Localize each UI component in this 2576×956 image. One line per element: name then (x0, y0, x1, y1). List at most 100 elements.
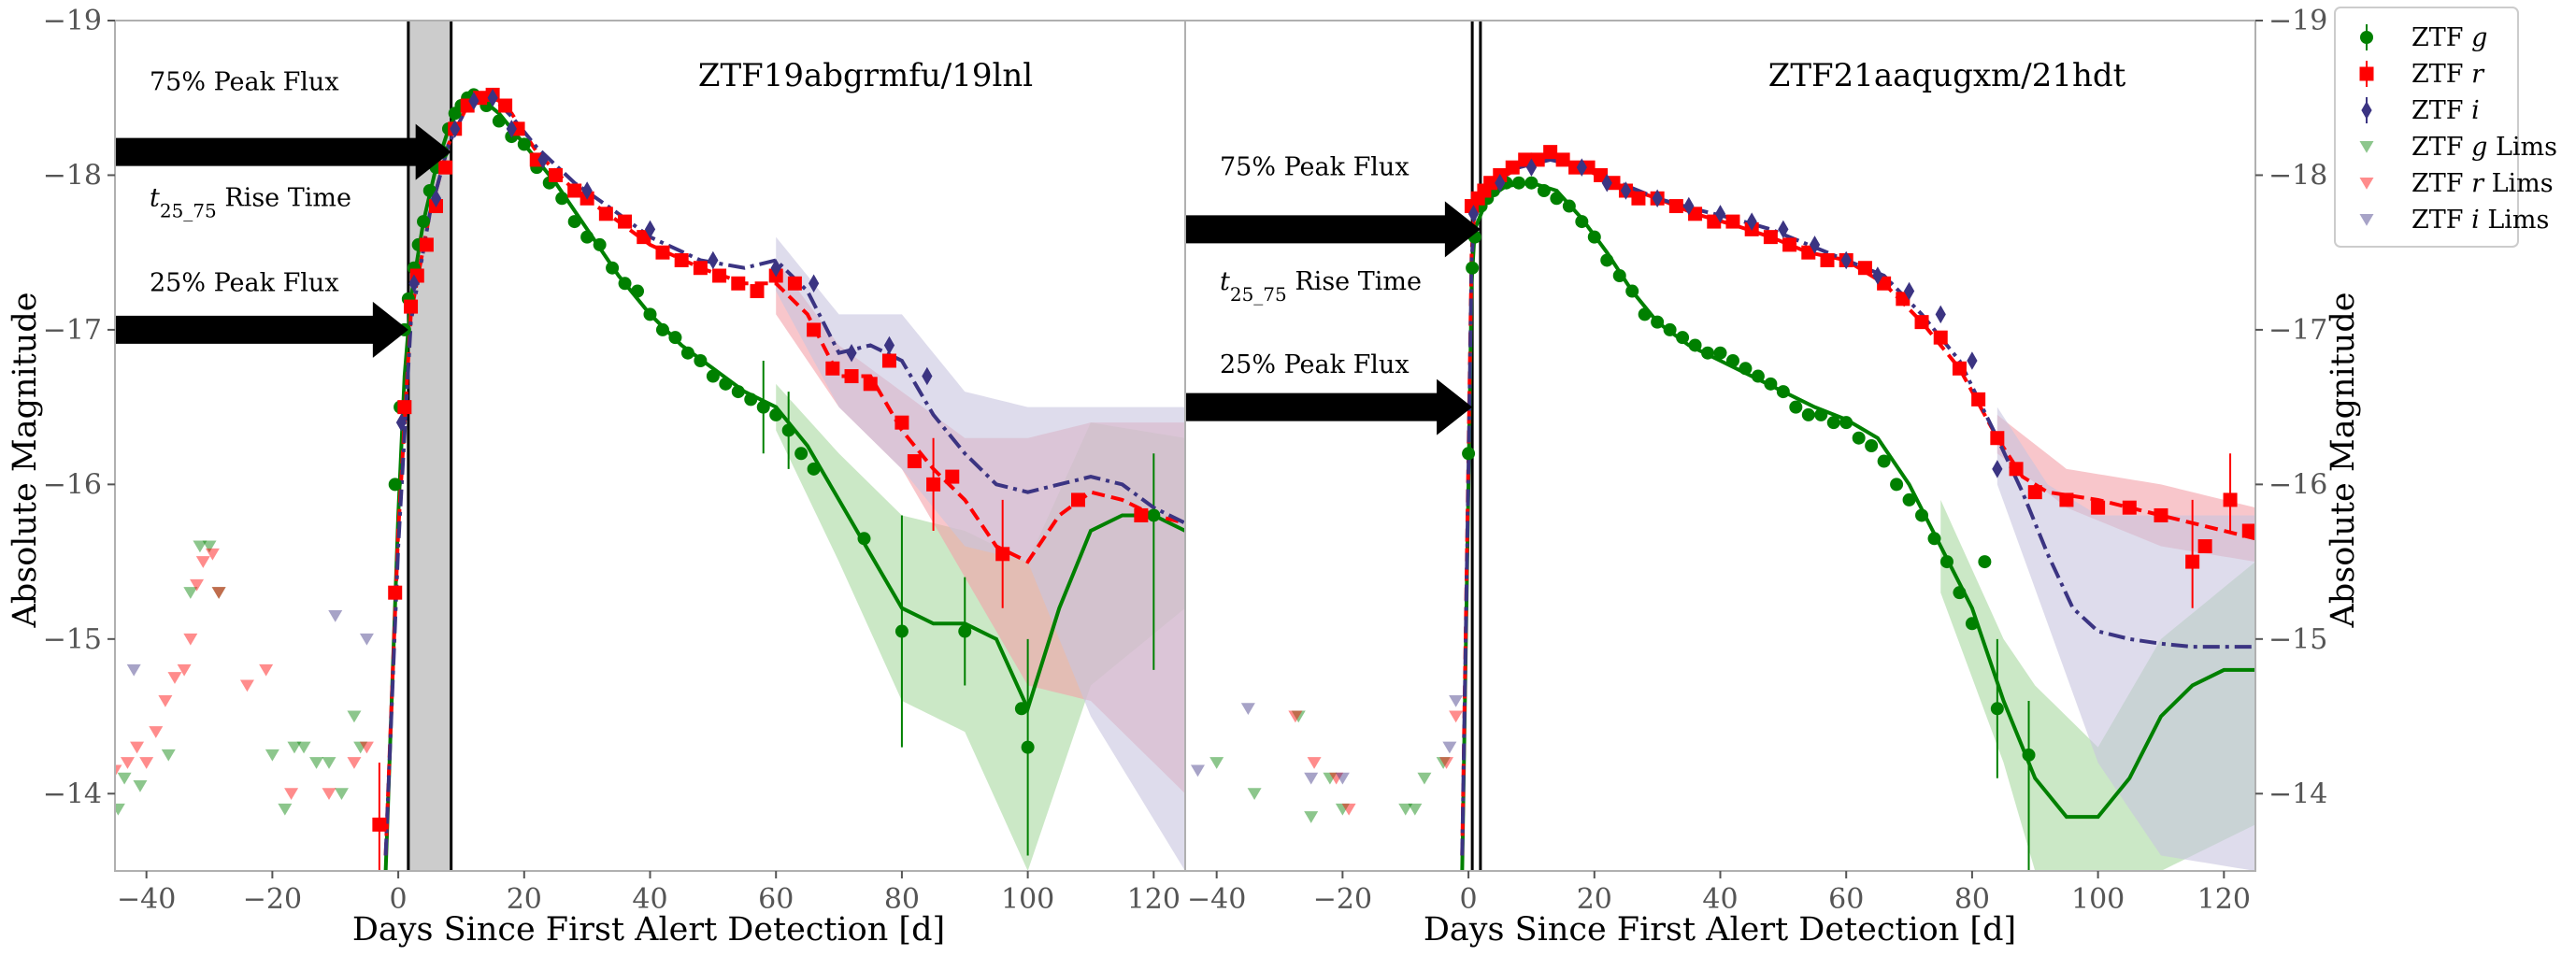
upper-limit-g (347, 710, 362, 723)
data-point-i (770, 258, 781, 278)
legend-marker-i (2361, 101, 2372, 120)
legend-label-prefix: ZTF (2411, 96, 2471, 125)
y-tick-label: −15 (43, 623, 102, 656)
legend-label: ZTF i (2411, 96, 2480, 125)
y-tick-label: −15 (2268, 623, 2327, 656)
upper-limit-r (1341, 803, 1356, 816)
data-point-g (1676, 331, 1690, 345)
legend-label-band: r (2471, 169, 2485, 198)
upper-limit-i (1335, 772, 1350, 785)
data-point-i (450, 120, 461, 138)
upper-limit-r (1329, 772, 1344, 785)
annotation-text: 75% Peak Flux (1220, 152, 1410, 181)
y-tick-label: −18 (43, 159, 102, 192)
data-point-i (468, 92, 479, 110)
legend-marker-r (2359, 66, 2374, 81)
data-point-r (2197, 539, 2212, 554)
data-point-r (388, 585, 403, 600)
data-point-r (1631, 191, 1646, 206)
data-point-r (1857, 261, 1872, 276)
data-point-r (2185, 554, 2200, 569)
data-point-r (1555, 152, 1570, 167)
legend-label-band: g (2471, 133, 2487, 162)
data-point-r (807, 322, 822, 337)
x-tick-label: 0 (390, 883, 408, 916)
data-point-i (537, 150, 549, 169)
data-point-r (995, 547, 1010, 562)
legend-label: ZTF r (2411, 60, 2485, 89)
data-point-r (618, 214, 633, 229)
data-point-i (1903, 281, 1915, 301)
data-point-i (1525, 158, 1538, 177)
upper-limit-r (322, 788, 336, 801)
data-point-g (1612, 269, 1626, 282)
x-tick-label: 120 (2197, 883, 2251, 916)
legend-label-suffix: Lims (2480, 206, 2550, 235)
annotation-text: t25_75 Rise Time (150, 184, 351, 222)
upper-limit-g (211, 587, 226, 599)
data-point-g (1466, 261, 1480, 275)
data-point-i (1746, 212, 1757, 231)
data-point-g (1764, 377, 1778, 391)
annotation-t: t (150, 184, 160, 213)
y-tick-label: −18 (2268, 159, 2327, 192)
data-point-g (1511, 176, 1525, 190)
upper-limit-r (149, 726, 164, 738)
panel-ztf21aaqugxm: 75% Peak Flux t25_75 Rise Time 25% Peak Fl… (1184, 5, 2327, 916)
data-point-i (1601, 173, 1612, 193)
data-point-r (1820, 252, 1835, 267)
data-point-i (1652, 189, 1663, 208)
data-point-r (1543, 145, 1558, 160)
panel-title-left: ZTF19abgrmfu/19lnl (698, 57, 1033, 94)
upper-limit-g (193, 540, 208, 553)
y-tick-label: −19 (2268, 5, 2327, 37)
data-point-g (1902, 492, 1916, 507)
data-point-g (794, 447, 809, 461)
annotation-text: t25_75 Rise Time (1220, 267, 1422, 306)
data-point-g (643, 307, 657, 321)
legend-marker-g (2360, 31, 2373, 44)
annotation-rest: Rise Time (217, 184, 351, 213)
x-tick-label: 40 (1702, 883, 1738, 916)
y-tick-label: −19 (43, 5, 102, 37)
upper-limit-r (115, 764, 122, 778)
upper-limit-g (309, 757, 324, 769)
data-point-i (1967, 351, 1978, 370)
data-point-r (2027, 485, 2042, 500)
upper-limit-g (133, 780, 148, 792)
x-tick-label: 100 (2071, 883, 2125, 916)
data-point-r (1990, 431, 2005, 446)
x-tick-label: 20 (507, 883, 542, 916)
data-point-g (1751, 369, 1765, 383)
data-point-r (397, 400, 412, 415)
upper-limit-g (1291, 710, 1306, 723)
data-point-g (606, 261, 620, 275)
data-point-g (1600, 253, 1614, 267)
data-point-g (580, 230, 594, 244)
x-axis-labels: Days Since First Alert Detection [d] Day… (352, 911, 2016, 949)
upper-limit-g (353, 741, 368, 754)
upper-limit-r (158, 695, 173, 707)
data-point-r (881, 353, 896, 368)
peak-flux-arrow (1185, 201, 1481, 258)
y-axis-label-left: Absolute Magnitude (7, 293, 44, 629)
upper-limit-g (1408, 803, 1423, 816)
x-axis-label-right: Days Since First Alert Detection [d] (1424, 911, 2016, 949)
data-point-r (844, 369, 859, 384)
data-point-r (750, 284, 765, 299)
upper-limit-r (195, 556, 210, 568)
x-tick-label: 120 (1127, 883, 1181, 916)
data-point-r (2154, 507, 2168, 522)
legend-marker-i (2359, 214, 2374, 226)
data-point-r (655, 245, 670, 260)
legend-label: ZTF r Lims (2411, 169, 2554, 198)
plot-area (1185, 21, 2255, 871)
data-point-r (1933, 330, 1948, 345)
upper-limit-r (183, 633, 198, 646)
legend-label-band: g (2471, 23, 2487, 52)
peak-flux-arrow (115, 123, 451, 180)
data-point-g (807, 462, 821, 476)
annotation-t: t (1220, 267, 1230, 296)
x-tick-label: −20 (1313, 883, 1372, 916)
